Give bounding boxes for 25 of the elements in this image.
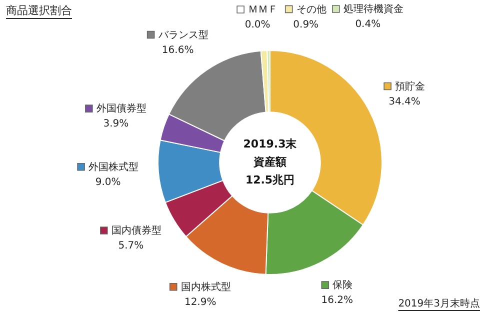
text: 資産額 (252, 155, 286, 168)
legend-label: 国内債券型 (111, 224, 162, 237)
legend-label: 保険 (332, 280, 353, 292)
data-label: 16.2% (321, 295, 354, 306)
data-label: 0.4% (355, 19, 381, 30)
data-label: 5.7% (118, 240, 144, 252)
text: 2019.3末 (243, 137, 298, 150)
legend-label: 預貯金 (395, 80, 426, 92)
legend-label: 国内株式型 (180, 281, 231, 294)
data-label: 16.6% (162, 44, 194, 56)
chart-title: 商品選択割合 (6, 4, 72, 17)
legend-label: バランス型 (157, 28, 208, 41)
data-label: 12.9% (184, 297, 216, 308)
legend-label: 外国株式型 (88, 161, 139, 174)
text: 2019年3月末時点 (398, 298, 480, 310)
legend-label: ＭＭＦ (248, 4, 278, 16)
data-label: 34.4% (388, 96, 420, 108)
legend-label: その他 (296, 3, 326, 16)
data-label: 0.9% (293, 19, 319, 30)
data-label: 3.9% (103, 118, 129, 130)
text: 12.5兆円 (245, 173, 295, 186)
legend-label: 外国債券型 (96, 102, 146, 115)
text: 0.0% (244, 20, 270, 31)
legend-label: 処理待機資金 (343, 3, 404, 16)
data-label: 9.0% (95, 177, 121, 188)
